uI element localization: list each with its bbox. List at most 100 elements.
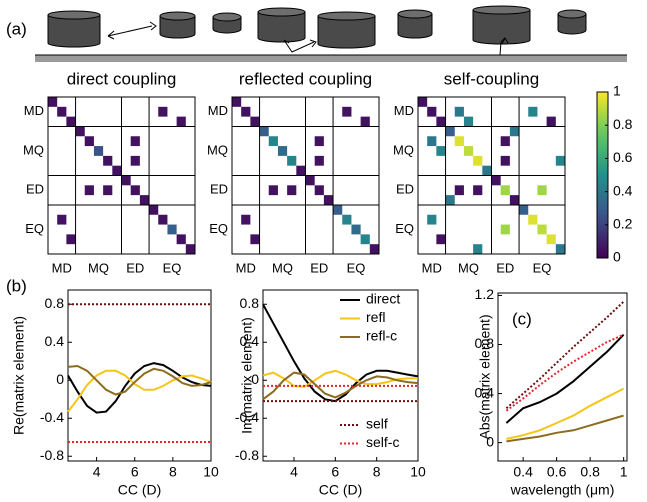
cell [528, 214, 538, 225]
col-label: MQ [88, 260, 109, 275]
legend-label: direct [366, 291, 400, 307]
cell [232, 97, 242, 107]
cell [241, 106, 251, 117]
cell [342, 214, 352, 225]
colorbar-tick-label: 1 [613, 83, 621, 99]
cell [57, 106, 67, 117]
cell [436, 146, 446, 156]
cell [75, 126, 85, 137]
cylinder-top [317, 11, 376, 21]
row-label: ED [26, 182, 44, 197]
cell [427, 214, 437, 225]
row-label: MQ [23, 142, 44, 157]
y-tick-label: -0.4 [40, 409, 64, 425]
cell [360, 116, 370, 127]
cell [158, 106, 168, 117]
row-label: ED [396, 182, 414, 197]
y-tick-label: 0.4 [475, 384, 495, 400]
row-label: EQ [395, 221, 414, 236]
cell [250, 116, 260, 127]
cell [454, 136, 464, 147]
cylinder [397, 13, 433, 39]
line-series [262, 369, 418, 388]
line-series [505, 333, 625, 412]
cell [473, 244, 483, 254]
cylinder [47, 14, 101, 48]
cell [268, 185, 278, 196]
x-tick-label: 1 [620, 464, 628, 480]
col-label: ED [310, 260, 328, 275]
x-tick-label: 4 [290, 464, 298, 480]
colorbar-tick-label: 0.2 [613, 216, 633, 232]
cell [103, 185, 113, 196]
legend-label: self [366, 416, 388, 432]
cylinder-top [47, 10, 101, 20]
cell [509, 126, 520, 137]
x-tick-label: 10 [410, 464, 426, 480]
cell [268, 136, 278, 147]
col-label: MD [422, 260, 442, 275]
cell [463, 116, 474, 127]
chart-title: direct coupling [67, 69, 177, 88]
x-axis-label: CC (D) [319, 482, 363, 498]
line-series [506, 414, 624, 443]
cell [48, 97, 58, 107]
cell [167, 224, 177, 235]
y-tick-label: 0.4 [45, 333, 65, 349]
y-axis-label: Abs(matrix element) [477, 314, 493, 439]
cell [333, 204, 343, 215]
line-series [262, 303, 419, 403]
cell [287, 185, 297, 196]
cell [528, 106, 538, 117]
cell [130, 185, 140, 196]
cell [342, 106, 352, 117]
line-series [262, 371, 419, 401]
x-tick-label: 0.6 [547, 464, 567, 480]
col-label: MQ [272, 260, 293, 275]
cell [287, 155, 297, 166]
col-label: ED [126, 260, 144, 275]
cell [445, 195, 455, 205]
y-tick-label: -0.8 [40, 447, 64, 463]
cylinder-top [159, 11, 196, 21]
line-series [67, 369, 212, 413]
y-tick-label: 1.2 [475, 286, 495, 302]
row-label: MD [24, 103, 44, 118]
x-tick-label: 6 [331, 464, 339, 480]
colorbar [596, 91, 609, 259]
row-label: MD [394, 103, 414, 118]
cell [436, 116, 446, 127]
cylinder-top [212, 12, 242, 22]
cell [473, 185, 483, 196]
cell [241, 214, 251, 225]
cell [296, 165, 306, 176]
cell [427, 106, 437, 117]
cylinder-top [557, 9, 587, 19]
col-label: MD [52, 260, 72, 275]
line-series [67, 364, 212, 396]
legend-label: self-c [366, 434, 399, 450]
cylinder-top [257, 7, 306, 17]
panel-label: (c) [512, 309, 532, 328]
x-tick-label: 6 [131, 464, 139, 480]
cell [351, 224, 361, 235]
arrow [283, 39, 317, 53]
cell [427, 136, 437, 147]
cell [473, 155, 483, 166]
line-series [67, 362, 212, 414]
substrate [35, 55, 627, 62]
line-series [505, 300, 625, 410]
x-axis-label: wavelength (μm) [510, 482, 615, 498]
cell [509, 195, 520, 205]
cell [463, 146, 474, 156]
cell [546, 116, 556, 127]
cell [314, 185, 324, 196]
cell [546, 234, 556, 245]
x-tick-label: 4 [93, 464, 101, 480]
cell [500, 185, 510, 196]
cell [130, 155, 140, 166]
cylinder [257, 11, 306, 43]
chart-title: self-coupling [444, 69, 539, 88]
row-label: MQ [393, 142, 414, 157]
